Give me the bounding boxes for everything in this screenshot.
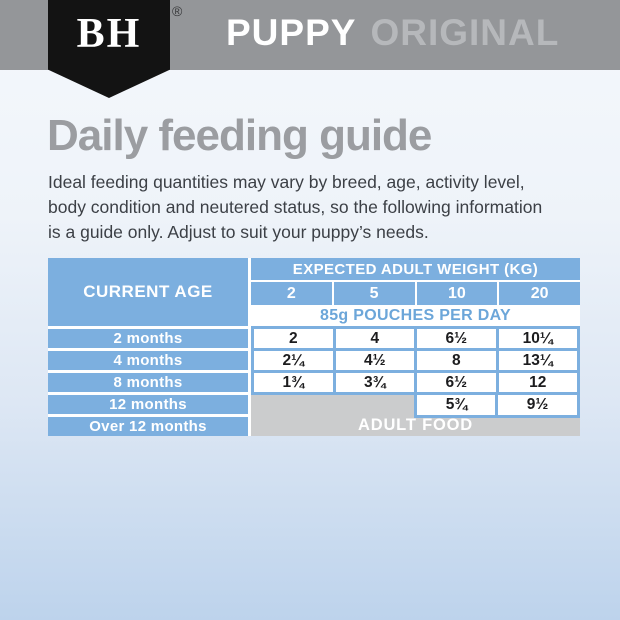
feeding-values-grid: 2 4 6½ 10¼ 2¼ 4½ 8 13¼ 1¾ 3¾ 6½ 12	[251, 326, 580, 395]
value-cell: 12	[498, 373, 577, 392]
current-age-header: CURRENT AGE	[48, 258, 248, 326]
feeding-guide-table: CURRENT AGE 2 months 4 months 8 months 1…	[48, 258, 580, 436]
weight-values-column: EXPECTED ADULT WEIGHT (KG) 2 5 10 20 85g…	[251, 258, 580, 436]
age-row-label: Over 12 months	[48, 417, 248, 436]
value-cell: 2¼	[254, 351, 333, 370]
brand-shield: BH	[48, 0, 170, 98]
weight-col-header: 20	[499, 282, 580, 305]
value-cell: 6½	[417, 373, 496, 392]
value-cell: 1¾	[254, 373, 333, 392]
value-cell: 4	[335, 329, 414, 348]
weight-col-header: 5	[333, 282, 415, 305]
weight-columns-row: 2 5 10 20	[251, 282, 580, 305]
value-cell: 2	[254, 329, 333, 348]
value-cell: 6½	[417, 329, 496, 348]
product-variant-title: ORIGINAL	[370, 12, 560, 53]
intro-line: is a guide only. Adjust to suit your pup…	[48, 222, 429, 242]
page-title: Daily feeding guide	[47, 111, 432, 160]
weight-col-header: 10	[416, 282, 498, 305]
expected-weight-header: EXPECTED ADULT WEIGHT (KG)	[251, 258, 580, 280]
current-age-column: CURRENT AGE 2 months 4 months 8 months 1…	[48, 258, 248, 436]
brand-logo: BH	[76, 11, 142, 57]
product-line-title: PUPPY	[226, 12, 357, 53]
value-cell: 5¾	[414, 392, 499, 418]
value-cell: 9½	[495, 392, 580, 418]
intro-line: Ideal feeding quantities may vary by bre…	[48, 172, 525, 192]
intro-line: body condition and neutered status, so t…	[48, 197, 543, 217]
value-cell: 8	[417, 351, 496, 370]
age-row-label: 2 months	[48, 329, 248, 348]
age-row-label: 8 months	[48, 373, 248, 392]
adult-food-zone: 5¾ 9½ ADULT FOOD	[251, 392, 580, 436]
value-cell: 13¼	[498, 351, 577, 370]
pouches-per-day-label: 85g POUCHES PER DAY	[251, 305, 580, 326]
adult-food-label: ADULT FOOD	[358, 416, 473, 434]
value-cell: 10¼	[498, 329, 577, 348]
value-cell: 4½	[335, 351, 414, 370]
registered-trademark-icon: ®	[172, 3, 183, 19]
age-row-label: 12 months	[48, 395, 248, 414]
age-row-label: 4 months	[48, 351, 248, 370]
intro-paragraph: Ideal feeding quantities may vary by bre…	[48, 170, 578, 245]
value-cell: 3¾	[335, 373, 414, 392]
weight-col-header: 2	[251, 282, 332, 305]
